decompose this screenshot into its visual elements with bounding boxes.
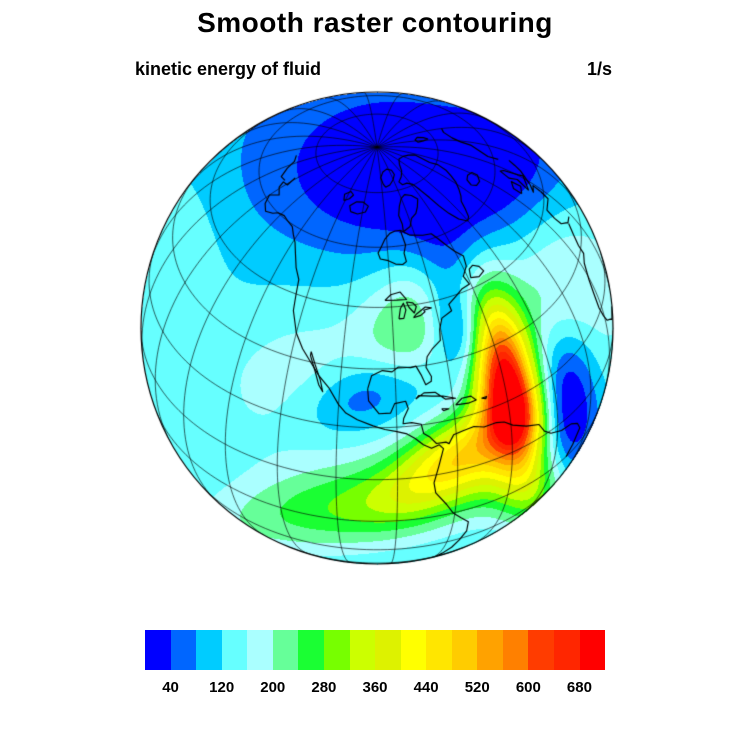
colorbar-segment — [375, 630, 401, 670]
colorbar-segment — [426, 630, 452, 670]
colorbar-label: 440 — [413, 679, 439, 696]
colorbar-segment — [145, 630, 171, 670]
colorbar-segment — [528, 630, 554, 670]
colorbar-segment — [298, 630, 324, 670]
colorbar-segment — [221, 630, 248, 670]
colorbar-label: 600 — [515, 679, 541, 696]
colorbar-segment — [400, 630, 427, 670]
colorbar-label: 280 — [311, 679, 337, 696]
colorbar: 40 120 200 280 360 440 520 600 680 — [145, 630, 606, 696]
colorbar-label: 200 — [260, 679, 286, 696]
colorbar-segment — [170, 630, 197, 670]
colorbar-label: 40 — [162, 679, 179, 696]
colorbar-segment — [477, 630, 503, 670]
colorbar-label: 680 — [566, 679, 592, 696]
colorbar-label: 360 — [362, 679, 388, 696]
colorbar-segment — [247, 630, 273, 670]
colorbar-segment — [554, 630, 580, 670]
colorbar-segment — [451, 630, 478, 670]
colorbar-segment — [323, 630, 350, 670]
colorbar-label: 120 — [209, 679, 235, 696]
colorbar-segment — [196, 630, 222, 670]
colorbar-segment — [502, 630, 529, 670]
colorbar-segment — [272, 630, 299, 670]
colorbar-segment — [579, 630, 606, 670]
colorbar-segment — [349, 630, 376, 670]
colorbar-label: 520 — [464, 679, 490, 696]
